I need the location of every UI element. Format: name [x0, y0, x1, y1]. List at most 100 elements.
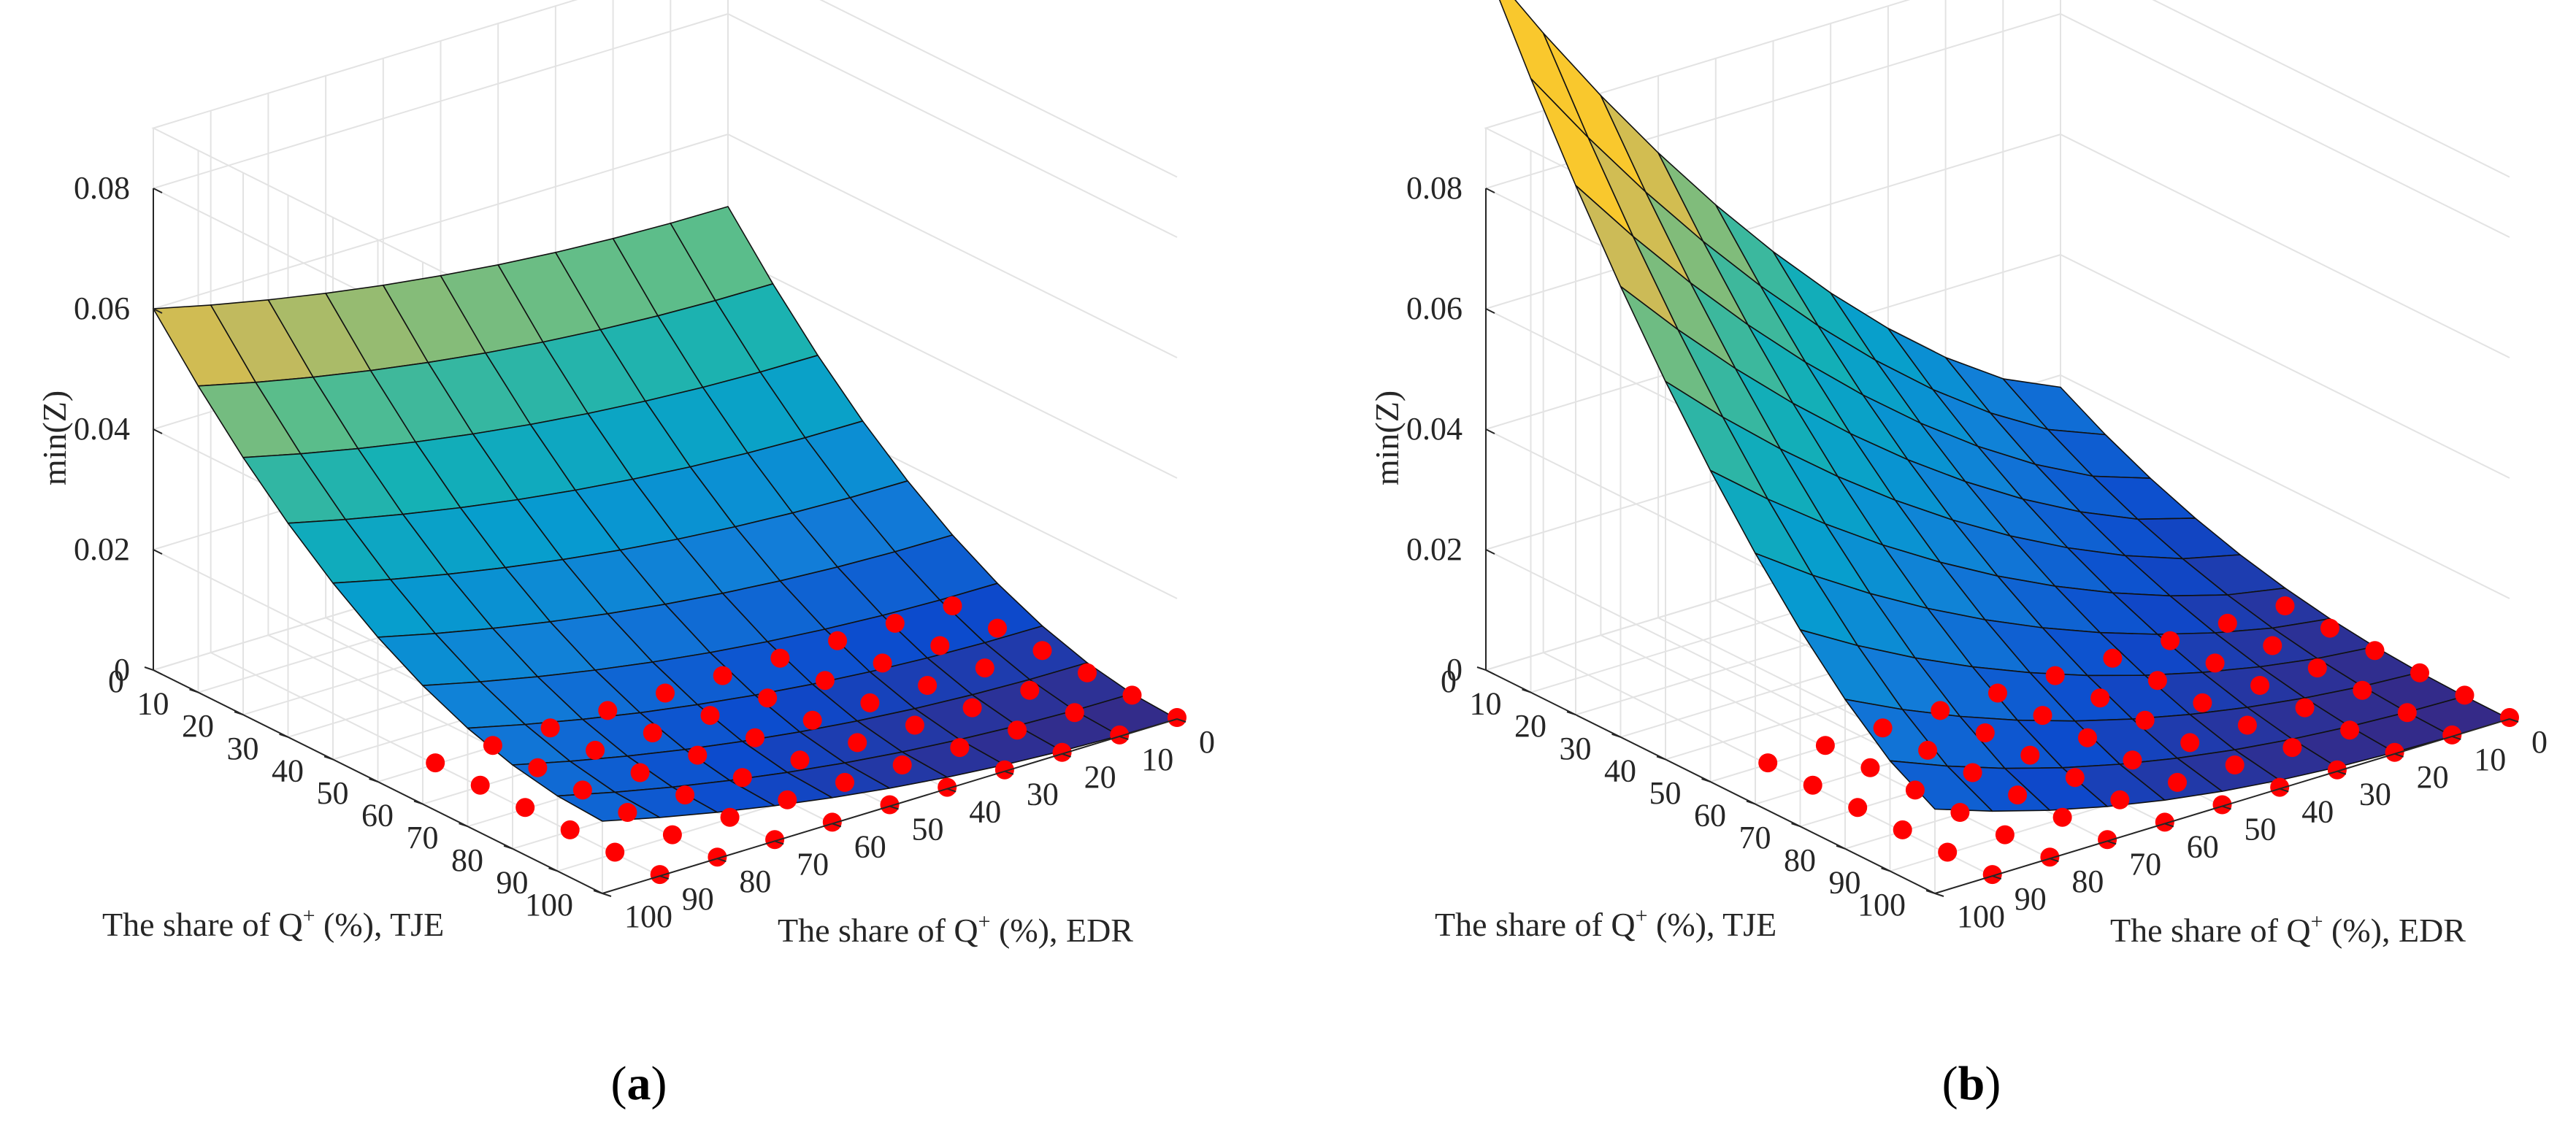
zero-marker [1995, 825, 2015, 845]
edr-tick-label: 40 [969, 794, 1001, 830]
tje-tick-label: 20 [1514, 708, 1546, 744]
tje-tick-label: 60 [1694, 798, 1726, 834]
z-tick-label: 0.04 [74, 411, 130, 447]
zero-marker [528, 758, 548, 777]
zero-marker [892, 755, 912, 774]
box-top-edge [151, 0, 1178, 353]
zero-marker [1020, 680, 1040, 700]
zero-marker [2442, 725, 2462, 745]
zero-marker [2340, 720, 2360, 740]
tje-tick-label: 0 [1441, 663, 1457, 699]
zero-marker [815, 671, 835, 691]
edr-tick-label: 60 [854, 828, 886, 864]
zero-marker [2103, 648, 2123, 668]
tje-tick [1701, 778, 1711, 782]
zero-marker [2110, 790, 2130, 809]
edr-tick [2337, 770, 2347, 775]
zero-marker [708, 847, 727, 867]
zero-marker [2033, 706, 2052, 726]
zero-marker [1893, 820, 1912, 839]
tje-tick [234, 711, 244, 716]
zero-marker [1963, 763, 1982, 782]
zero-marker [790, 750, 810, 770]
edr-tick-label: 20 [1084, 759, 1116, 795]
zero-marker [1168, 708, 1187, 727]
edr-axis-label-rest: (%), EDR [2323, 912, 2466, 949]
zero-marker [2275, 596, 2295, 615]
zero-marker [2193, 693, 2212, 712]
edr-tick [1992, 875, 2002, 880]
z-axis-label: min(Z) [1368, 391, 1406, 485]
edr-tick-label: 100 [1957, 899, 2005, 934]
edr-tick-label: 80 [2071, 863, 2104, 899]
tje-tick-label: 60 [361, 798, 394, 834]
edr-tick-label: 30 [2359, 777, 2391, 812]
zero-marker [745, 728, 764, 747]
edr-tick [2107, 840, 2117, 845]
zero-marker [2327, 760, 2347, 780]
edr-tick [832, 823, 842, 828]
zero-marker [943, 596, 962, 615]
tje-tick [593, 890, 603, 894]
edr-tick [1176, 718, 1187, 723]
edr-tick [2050, 858, 2059, 863]
zero-marker [962, 698, 982, 718]
edr-tick [2509, 718, 2519, 723]
tje-tick [1836, 845, 1846, 850]
edr-tick-label: 70 [797, 846, 829, 882]
zero-marker [572, 780, 592, 800]
zero-marker [700, 706, 720, 726]
z-tick-label: 0.08 [74, 170, 130, 206]
z-tick-label: 0 [1446, 652, 1463, 688]
z-tick [153, 549, 163, 555]
edr-tick [1934, 893, 1944, 897]
edr-tick-label: 60 [2187, 828, 2219, 864]
zero-marker [1982, 865, 2002, 885]
zero-marker [720, 807, 740, 827]
zero-marker [873, 653, 892, 673]
caption-a: (a) [611, 1057, 667, 1110]
tje-tick [548, 867, 558, 872]
edr-tick [889, 805, 899, 810]
edr-axis-label-main: The share of Q [778, 912, 978, 949]
tje-axis-label-rest: (%), TJE [1648, 906, 1777, 943]
z-tick [1485, 549, 1495, 555]
zero-marker [860, 693, 880, 712]
caption-b: (b) [1942, 1057, 2001, 1110]
tje-tick-label: 100 [525, 887, 573, 923]
zero-marker [598, 701, 618, 720]
zero-marker [2250, 676, 2270, 695]
edr-tick [1062, 753, 1071, 758]
zero-marker [1052, 742, 1072, 762]
zero-marker [2052, 807, 2072, 827]
z-tick [1485, 308, 1495, 314]
tje-axis-label-main: The share of Q [1435, 906, 1636, 943]
tje-tick [1656, 755, 1666, 761]
zero-marker [688, 745, 708, 765]
tje-tick [413, 800, 423, 805]
zero-marker [560, 820, 580, 839]
zero-marker [1988, 683, 2007, 703]
tje-tick-label: 0 [108, 663, 124, 699]
zero-marker [2397, 703, 2417, 723]
tje-axis-label: The share of Q+ (%), TJE [102, 904, 444, 943]
edr-axis-label: The share of Q+ (%), EDR [778, 909, 1133, 949]
tje-tick-label: 80 [451, 842, 483, 878]
zero-marker [1905, 780, 1925, 800]
zero-marker [2237, 715, 2257, 735]
z-axis-label: min(Z) [36, 391, 73, 485]
tje-axis-label-rest: (%), TJE [315, 906, 445, 943]
tje-tick-label: 40 [1604, 753, 1636, 788]
zero-marker [2365, 641, 2385, 661]
edr-tick [717, 858, 727, 863]
zero-marker [662, 825, 682, 845]
zero-marker [1931, 701, 1950, 720]
edr-tick [2279, 788, 2289, 793]
zero-marker [1975, 723, 1995, 742]
zero-marker [1938, 842, 1958, 862]
z-tick-label: 0.08 [1406, 170, 1463, 206]
zero-marker [2410, 663, 2429, 682]
zero-marker [2295, 698, 2315, 718]
tje-tick-label: 30 [227, 731, 259, 766]
zero-marker [1815, 736, 1835, 755]
